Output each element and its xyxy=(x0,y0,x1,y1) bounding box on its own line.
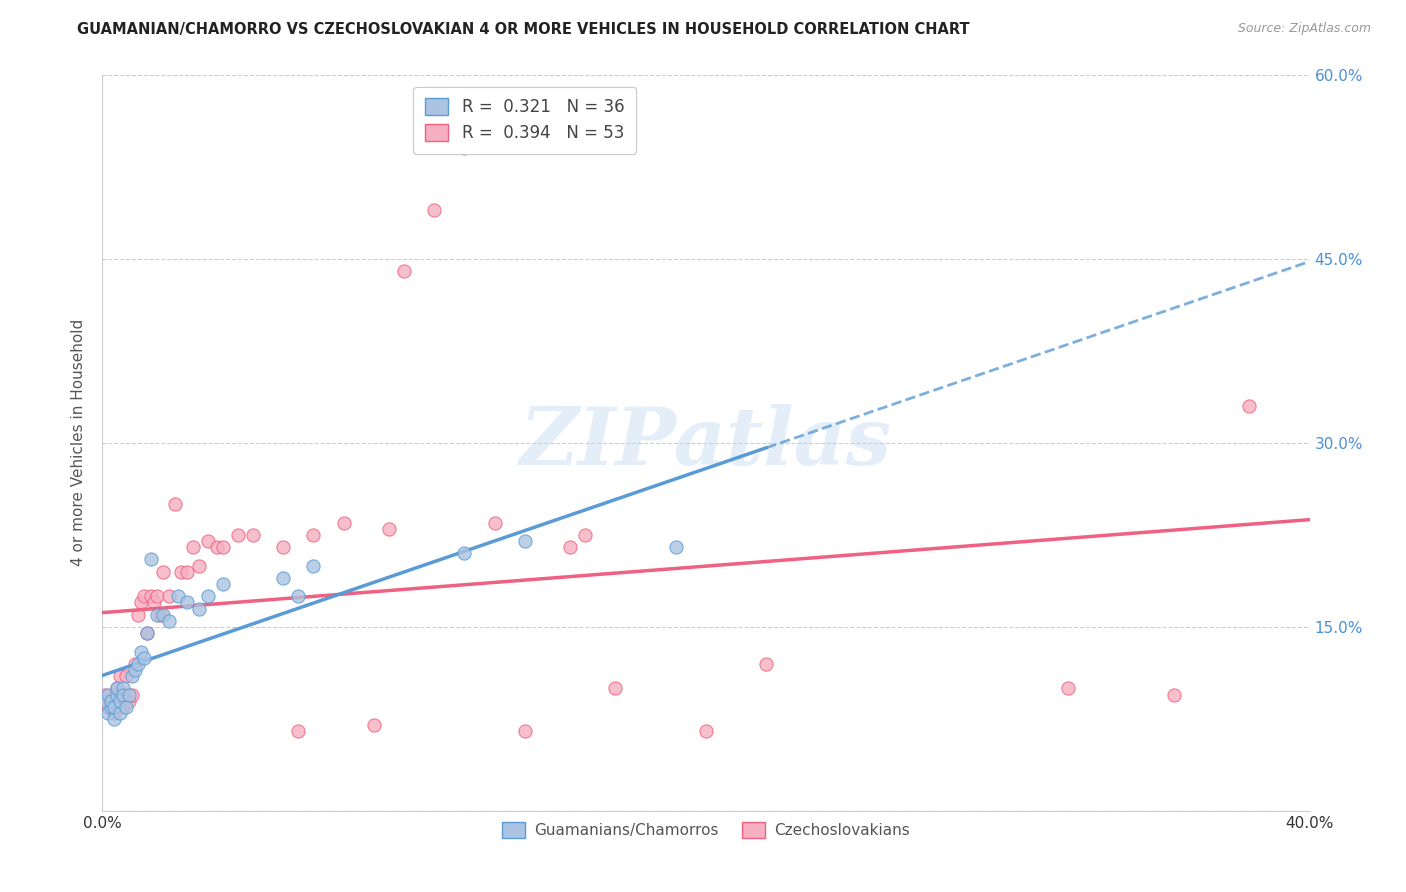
Point xyxy=(197,590,219,604)
Point xyxy=(105,688,128,702)
Point xyxy=(755,657,778,671)
Point xyxy=(271,571,294,585)
Text: GUAMANIAN/CHAMORRO VS CZECHOSLOVAKIAN 4 OR MORE VEHICLES IN HOUSEHOLD CORRELATIO: GUAMANIAN/CHAMORRO VS CZECHOSLOVAKIAN 4 … xyxy=(77,22,970,37)
Point xyxy=(112,681,135,696)
Point xyxy=(166,590,188,604)
Point xyxy=(100,694,122,708)
Point xyxy=(145,590,167,604)
Point xyxy=(145,607,167,622)
Point xyxy=(94,688,117,702)
Point xyxy=(97,706,120,720)
Point xyxy=(453,141,475,155)
Point xyxy=(103,706,125,720)
Point xyxy=(157,590,180,604)
Point xyxy=(103,712,125,726)
Point xyxy=(212,540,235,554)
Point xyxy=(124,657,146,671)
Point xyxy=(142,595,165,609)
Point xyxy=(1057,681,1080,696)
Point xyxy=(118,688,141,702)
Point xyxy=(453,546,475,560)
Point xyxy=(423,202,446,217)
Point xyxy=(695,724,717,739)
Point xyxy=(136,626,159,640)
Point xyxy=(187,558,209,573)
Point xyxy=(176,595,198,609)
Point xyxy=(136,626,159,640)
Y-axis label: 4 or more Vehicles in Household: 4 or more Vehicles in Household xyxy=(72,319,86,566)
Point xyxy=(152,607,174,622)
Point xyxy=(110,694,132,708)
Point xyxy=(97,688,120,702)
Point xyxy=(131,595,153,609)
Point xyxy=(112,699,135,714)
Point xyxy=(121,669,143,683)
Point xyxy=(112,688,135,702)
Point xyxy=(181,540,204,554)
Point xyxy=(226,528,249,542)
Point xyxy=(103,688,125,702)
Point xyxy=(197,534,219,549)
Point xyxy=(100,694,122,708)
Point xyxy=(139,590,162,604)
Point xyxy=(302,528,325,542)
Point xyxy=(484,516,506,530)
Point xyxy=(139,552,162,566)
Point xyxy=(187,601,209,615)
Point xyxy=(378,522,401,536)
Point xyxy=(605,681,627,696)
Point xyxy=(94,694,117,708)
Point xyxy=(124,663,146,677)
Point xyxy=(127,657,149,671)
Point xyxy=(302,558,325,573)
Text: ZIPatlas: ZIPatlas xyxy=(520,404,891,482)
Point xyxy=(287,590,309,604)
Point xyxy=(110,706,132,720)
Point xyxy=(112,688,135,702)
Point xyxy=(212,577,235,591)
Point xyxy=(115,669,138,683)
Point xyxy=(105,694,128,708)
Legend: Guamanians/Chamorros, Czechoslovakians: Guamanians/Chamorros, Czechoslovakians xyxy=(496,816,915,844)
Point xyxy=(287,724,309,739)
Point xyxy=(134,590,156,604)
Point xyxy=(103,699,125,714)
Point xyxy=(115,699,138,714)
Point xyxy=(110,669,132,683)
Point xyxy=(134,650,156,665)
Text: Source: ZipAtlas.com: Source: ZipAtlas.com xyxy=(1237,22,1371,36)
Point xyxy=(100,699,122,714)
Point xyxy=(152,565,174,579)
Point xyxy=(665,540,688,554)
Point xyxy=(363,718,385,732)
Point xyxy=(242,528,264,542)
Point xyxy=(392,264,415,278)
Point xyxy=(121,688,143,702)
Point xyxy=(513,534,536,549)
Point xyxy=(332,516,354,530)
Point xyxy=(558,540,581,554)
Point xyxy=(271,540,294,554)
Point xyxy=(1163,688,1185,702)
Point xyxy=(157,614,180,628)
Point xyxy=(176,565,198,579)
Point xyxy=(127,607,149,622)
Point xyxy=(574,528,596,542)
Point xyxy=(163,497,186,511)
Point xyxy=(170,565,193,579)
Point xyxy=(148,607,170,622)
Point xyxy=(131,644,153,658)
Point xyxy=(97,699,120,714)
Point xyxy=(105,681,128,696)
Point xyxy=(118,694,141,708)
Point xyxy=(205,540,228,554)
Point xyxy=(513,724,536,739)
Point xyxy=(1237,399,1260,413)
Point xyxy=(105,681,128,696)
